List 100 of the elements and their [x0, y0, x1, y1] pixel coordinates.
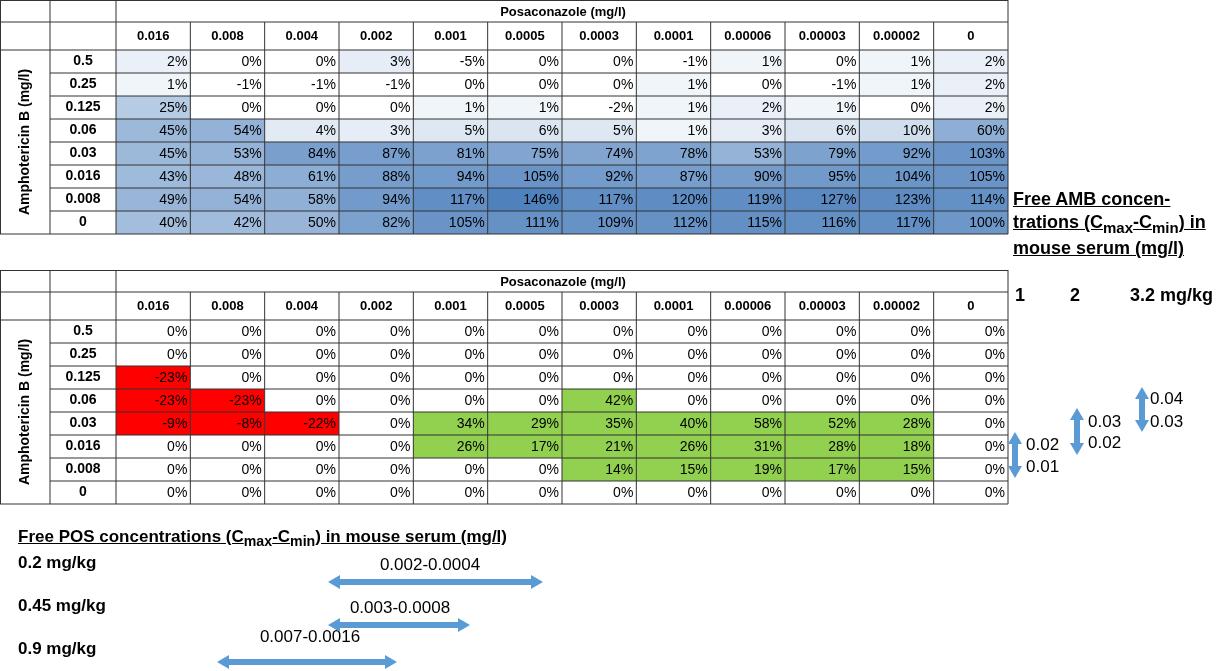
y-tick-label: 0.016 [65, 167, 101, 184]
data-label: 0% [984, 369, 1005, 386]
data-label: 0% [538, 53, 559, 70]
data-label: 0% [836, 323, 857, 340]
data-label: 119% [747, 191, 782, 208]
data-label: 127% [820, 191, 857, 208]
data-label: 114% [970, 191, 1005, 208]
x-tick-label: 0.016 [136, 27, 170, 43]
data-label: 14% [605, 461, 634, 478]
data-label: 88% [382, 168, 411, 185]
data-label: 0% [613, 76, 634, 93]
x-tick-label: 0.004 [285, 27, 319, 43]
data-label: 0% [836, 369, 857, 386]
data-label: 42% [233, 214, 262, 231]
data-label: 0% [315, 99, 336, 116]
data-label: 0% [167, 461, 188, 478]
data-label: 0% [761, 323, 782, 340]
data-label: 0% [241, 484, 262, 501]
data-label: 0% [390, 415, 411, 432]
x-tick-label: 0.016 [136, 297, 170, 313]
data-label: 0% [315, 438, 336, 455]
text: 0.03 [1088, 411, 1123, 433]
data-label: 0% [613, 369, 634, 386]
data-label: 6% [836, 122, 857, 139]
data-label: 0% [538, 346, 559, 363]
data-label: 84% [307, 145, 336, 162]
data-label: 0% [464, 461, 485, 478]
y-tick-label: 0.125 [65, 368, 101, 385]
data-label: 3% [390, 53, 411, 70]
data-label: 60% [976, 122, 1005, 139]
data-label: 1% [910, 76, 931, 93]
data-label: 40% [159, 214, 188, 231]
data-label: 0% [910, 484, 931, 501]
data-label: 0% [984, 484, 1005, 501]
data-label: 0% [315, 484, 336, 501]
x-tick-label: 0.0001 [653, 297, 694, 313]
data-label: 54% [233, 122, 262, 139]
x-tick-label: 0.00003 [798, 27, 846, 43]
data-label: 0% [390, 461, 411, 478]
data-label: 0% [315, 346, 336, 363]
data-label: 100% [969, 214, 1005, 231]
data-label: 0% [910, 346, 931, 363]
data-label: 90% [753, 168, 782, 185]
data-label: 0% [464, 392, 485, 409]
data-label: 82% [382, 214, 411, 231]
text: 0.45 mg/kg [18, 595, 107, 617]
y-tick-label: 0.008 [65, 460, 101, 477]
data-label: 26% [456, 438, 485, 455]
y-tick-label: 0.016 [65, 437, 101, 454]
data-label: 94% [456, 168, 485, 185]
x-axis-title: Posaconazole (mg/l) [500, 3, 626, 19]
data-label: 43% [159, 168, 188, 185]
data-label: 1% [538, 99, 559, 116]
data-label: 4% [315, 122, 336, 139]
text: 0.01 [1026, 456, 1061, 478]
data-label: 0% [538, 76, 559, 93]
data-label: 87% [679, 168, 708, 185]
data-label: 87% [382, 145, 411, 162]
data-label: 29% [530, 415, 559, 432]
data-label: 0% [464, 323, 485, 340]
data-label: 28% [828, 438, 857, 455]
data-label: -2% [608, 99, 634, 116]
data-label: 17% [828, 461, 857, 478]
data-label: 112% [672, 214, 708, 231]
y-tick-label: 0.25 [69, 75, 97, 92]
data-label: 21% [605, 438, 634, 455]
y-tick-label: 0.03 [69, 144, 97, 161]
data-label: -23% [228, 392, 262, 409]
data-label: 0% [390, 392, 411, 409]
data-label: 45% [159, 145, 188, 162]
data-label: 0% [241, 369, 262, 386]
data-label: -22% [303, 415, 336, 432]
data-label: 1% [761, 53, 782, 70]
data-label: 0% [761, 392, 782, 409]
data-label: 104% [894, 168, 931, 185]
data-label: 117% [598, 191, 634, 208]
data-label: 52% [828, 415, 857, 432]
data-label: 0% [687, 323, 708, 340]
data-label: 0% [613, 346, 634, 363]
x-tick-label: 0.0005 [504, 27, 545, 43]
data-label: 0% [390, 369, 411, 386]
data-label: 0% [241, 323, 262, 340]
data-label: -1% [236, 76, 262, 93]
data-label: 15% [679, 461, 708, 478]
data-label: 6% [538, 122, 559, 139]
text: 1 [1015, 284, 1026, 307]
data-label: 0% [538, 392, 559, 409]
data-label: 0% [167, 438, 188, 455]
data-label: 0% [910, 323, 931, 340]
x-tick-label: 0.00003 [798, 297, 846, 313]
text: 0.02 [1088, 432, 1123, 454]
text: 0.04 [1150, 388, 1185, 410]
data-label: 2% [984, 53, 1005, 70]
text: 2 [1070, 284, 1081, 307]
data-label: 0% [241, 53, 262, 70]
text: Free AMB concen-trations (C$_{max}$-C$_{min}$) in mouse serum (mg/l) [1013, 188, 1207, 261]
data-label: 95% [828, 168, 857, 185]
data-label: 75% [530, 145, 559, 162]
data-label: 28% [902, 415, 931, 432]
y-tick-label: 0.06 [69, 391, 97, 408]
